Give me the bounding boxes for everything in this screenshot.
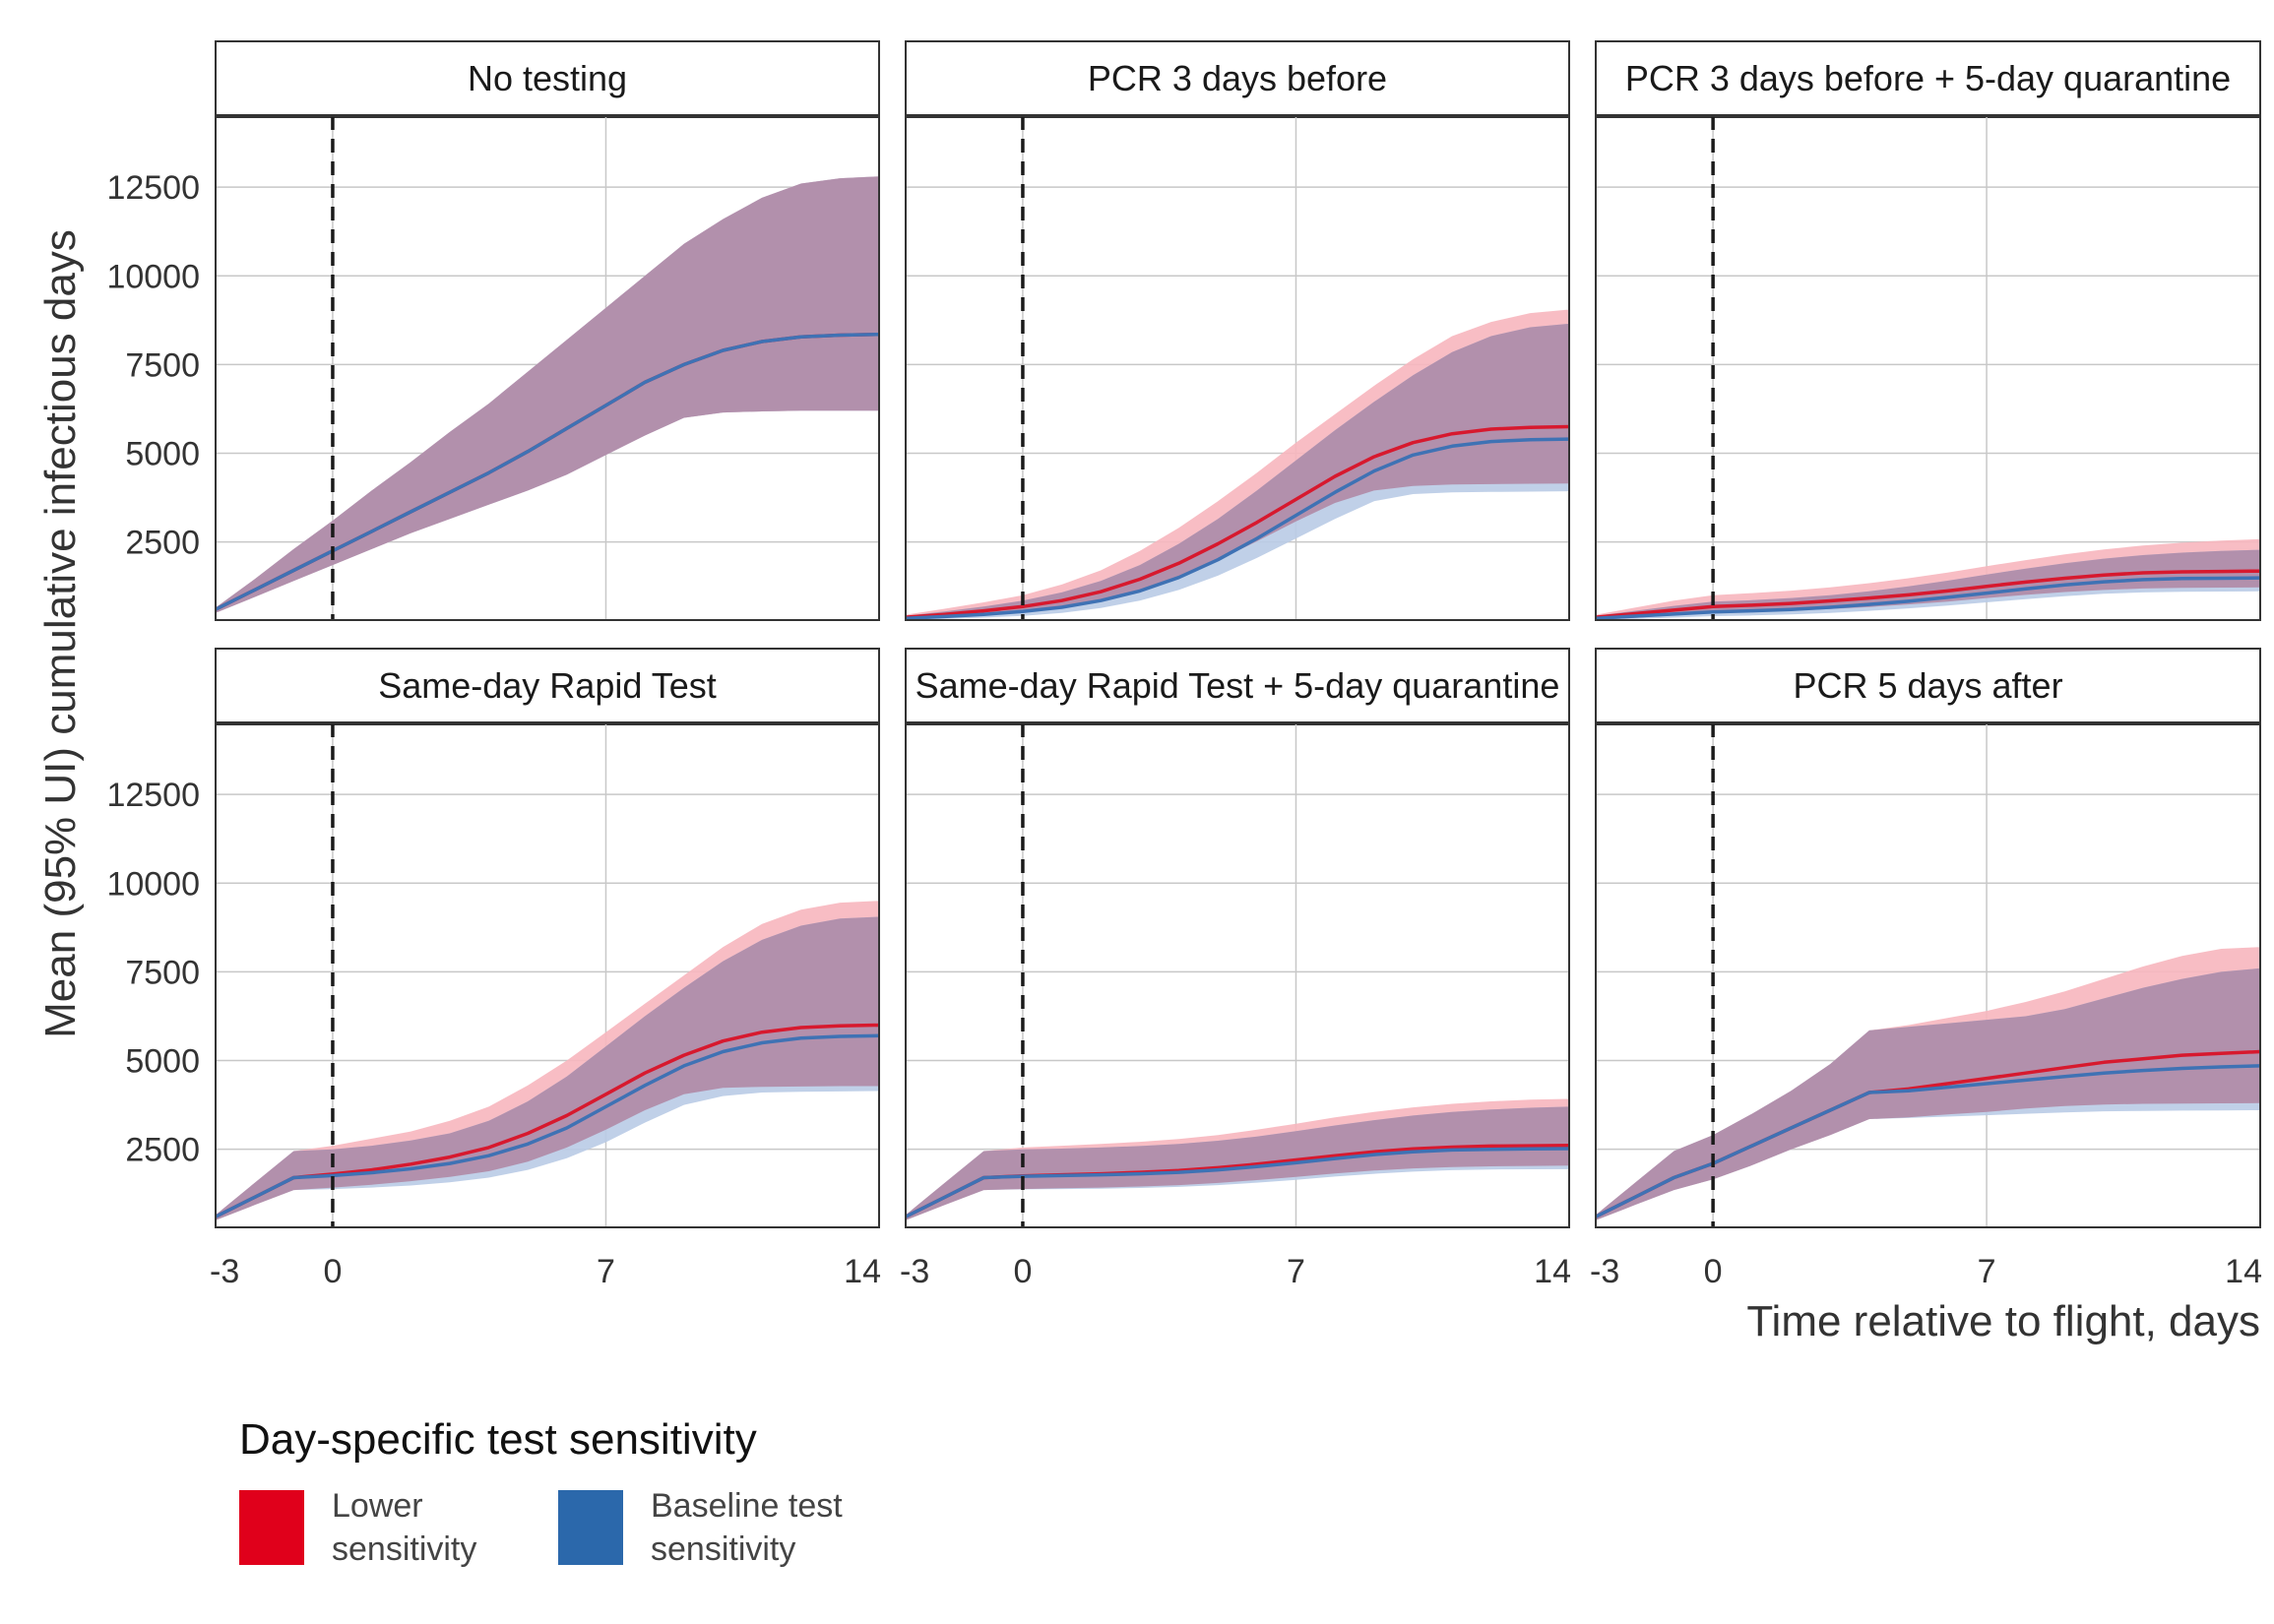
legend: Day-specific test sensitivity Lower sens… xyxy=(239,1415,1125,1593)
series-line-baseline xyxy=(905,1147,1570,1218)
x-tick-label: 14 xyxy=(2225,1253,2262,1290)
panel-border xyxy=(1595,722,2261,1228)
x-tick-label: 7 xyxy=(1978,1253,1996,1290)
panel-6: PCR 5 days after -3 0 7 14 xyxy=(1590,648,2262,1290)
panel-title: PCR 3 days before + 5-day quarantine xyxy=(1625,58,2231,98)
ribbon-overlap xyxy=(1596,968,2260,1220)
panel-border xyxy=(1595,115,2261,621)
legend-title: Day-specific test sensitivity xyxy=(239,1415,757,1464)
y-tick-label: 5000 xyxy=(125,436,200,473)
ribbon-overlap xyxy=(1596,549,2260,620)
panel-strip xyxy=(215,40,880,117)
panel-title: No testing xyxy=(468,58,627,98)
y-tick-label: 10000 xyxy=(106,258,200,295)
x-tick-label: 7 xyxy=(1287,1253,1305,1290)
y-tick-label: 12500 xyxy=(106,169,200,207)
panel-4: Same-day Rapid Test 2500 5000 7500 10000 1250… xyxy=(106,648,881,1290)
y-tick-label: 2500 xyxy=(125,1132,200,1169)
ribbon-overlap xyxy=(906,1106,1569,1220)
ribbon-overlap xyxy=(216,916,879,1220)
y-tick-label: 7500 xyxy=(125,954,200,991)
x-tick-label: 0 xyxy=(323,1253,342,1290)
y-tick-label: 7500 xyxy=(125,346,200,384)
legend-label-line2: sensitivity xyxy=(332,1530,477,1568)
legend-item-lower: Lower sensitivity xyxy=(239,1484,529,1571)
panel-strip xyxy=(1595,648,2261,724)
legend-label-line1: Baseline test xyxy=(651,1487,843,1525)
x-tick-label: 14 xyxy=(1534,1253,1571,1290)
series-line-lower xyxy=(905,424,1570,619)
panel-strip xyxy=(1595,40,2261,117)
series-line-lower xyxy=(1595,569,2261,619)
series-line-baseline xyxy=(215,1033,880,1218)
y-tick-label: 12500 xyxy=(106,777,200,814)
x-tick-label: -3 xyxy=(1590,1253,1619,1290)
ribbon-overlap xyxy=(216,176,879,613)
x-tick-label: -3 xyxy=(210,1253,239,1290)
panel-5: Same-day Rapid Test + 5-day quarantine -3… xyxy=(900,648,1571,1290)
legend-label-line2: sensitivity xyxy=(651,1530,796,1568)
panel-title: Same-day Rapid Test + 5-day quarantine xyxy=(916,665,1560,706)
panel-border xyxy=(215,722,880,1228)
y-tick-label: 2500 xyxy=(125,525,200,562)
x-axis-title: Time relative to flight, days xyxy=(1746,1297,2260,1345)
panel-2: PCR 3 days before xyxy=(905,40,1570,621)
panel-1: No testing 2500 5000 7500 10000 12500 xyxy=(106,40,880,621)
y-tick-label: 10000 xyxy=(106,865,200,903)
series-line-baseline xyxy=(215,332,880,611)
x-tick-label: -3 xyxy=(900,1253,929,1290)
x-tick-label: 0 xyxy=(1013,1253,1032,1290)
panel-title: PCR 3 days before xyxy=(1088,58,1387,98)
legend-label-lower: Lower sensitivity xyxy=(332,1484,529,1571)
panel-border xyxy=(905,115,1570,621)
legend-swatch-baseline xyxy=(558,1490,623,1565)
legend-label-line1: Lower xyxy=(332,1487,423,1525)
legend-item-baseline: Baseline test sensitivity xyxy=(558,1484,848,1571)
panel-3: PCR 3 days before + 5-day quarantine xyxy=(1595,40,2261,621)
x-tick-label: 7 xyxy=(597,1253,615,1290)
legend-label-baseline: Baseline test sensitivity xyxy=(651,1484,848,1571)
legend-items: Lower sensitivity Baseline test sensitiv… xyxy=(239,1484,1125,1571)
panel-strip xyxy=(215,648,880,724)
panel-title: PCR 5 days after xyxy=(1793,665,2062,706)
panel-title: Same-day Rapid Test xyxy=(378,665,717,706)
legend-swatch-lower xyxy=(239,1490,304,1565)
panel-strip xyxy=(905,648,1570,724)
ribbon-overlap xyxy=(906,323,1569,620)
x-tick-label: 14 xyxy=(844,1253,881,1290)
y-axis-title: Mean (95% UI) cumulative infectious days xyxy=(36,229,85,1038)
x-tick-label: 0 xyxy=(1704,1253,1723,1290)
panel-border xyxy=(215,115,880,621)
y-tick-label: 5000 xyxy=(125,1043,200,1081)
panel-border xyxy=(905,722,1570,1228)
series-line-baseline xyxy=(1595,576,2261,620)
series-line-baseline xyxy=(905,437,1570,620)
series-line-baseline xyxy=(1595,1064,2261,1218)
